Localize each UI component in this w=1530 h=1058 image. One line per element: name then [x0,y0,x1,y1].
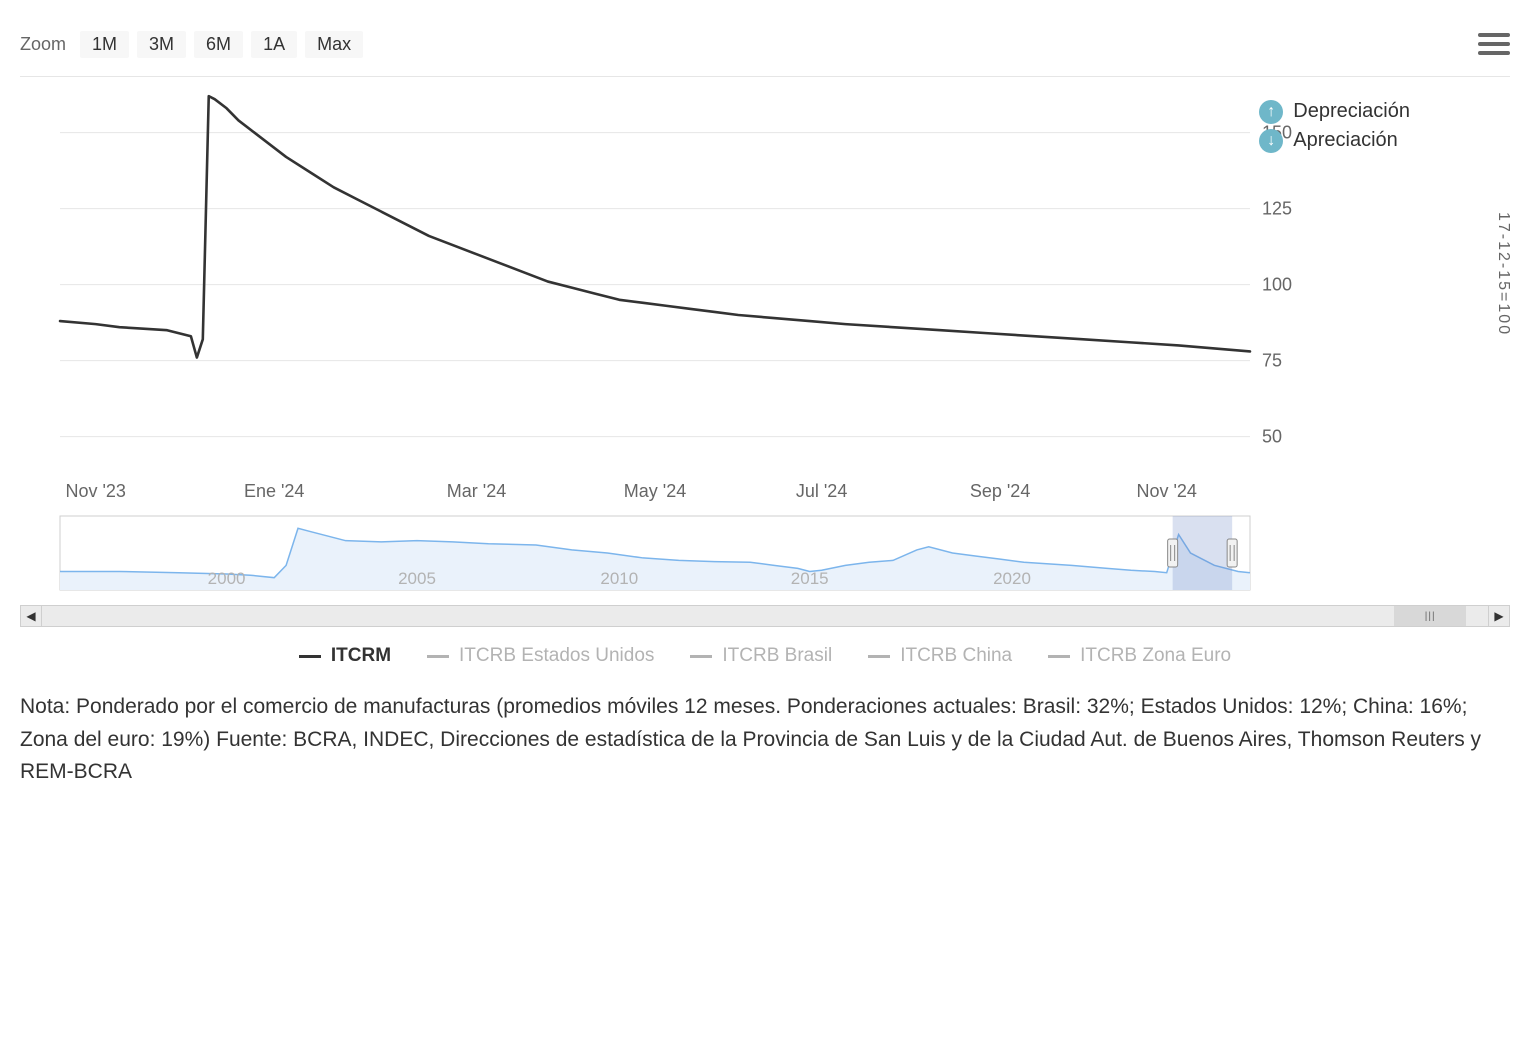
chart-menu-icon[interactable] [1478,30,1510,58]
zoom-6m-button[interactable]: 6M [194,31,243,58]
footnote-text: Nota: Ponderado por el comercio de manuf… [20,677,1510,789]
zoom-1a-button[interactable]: 1A [251,31,297,58]
arrow-up-icon: ↑ [1259,100,1283,124]
legend-item-label: ITCRM [331,645,391,667]
legend-swatch-icon [299,655,321,658]
navigator[interactable]: 2000 2005 2010 2015 2020 [20,512,1510,599]
zoom-3m-button[interactable]: 3M [137,31,186,58]
main-chart-svg[interactable]: 5075100125150Nov '23Ene '24Mar '24May '2… [20,77,1320,507]
svg-text:50: 50 [1262,427,1282,447]
navigator-scrollbar[interactable]: ◀ ||| ▶ [20,605,1510,627]
legend-swatch-icon [1048,655,1070,658]
svg-text:2000: 2000 [208,569,246,588]
chart-container: Zoom 1M 3M 6M 1A Max 5075100125150Nov '2… [20,20,1510,789]
legend-item-label: ITCRB China [900,645,1012,667]
appreciation-label: Apreciación [1293,126,1398,155]
svg-text:Nov '23: Nov '23 [65,481,125,501]
legend-item-label: ITCRB Brasil [722,645,832,667]
direction-legend: ↑ Depreciación ↓ Apreciación [1259,97,1410,155]
scroll-left-button[interactable]: ◀ [20,605,42,627]
arrow-down-icon: ↓ [1259,129,1283,153]
y-axis-title: 17-12-15=100 [1494,212,1512,336]
legend-item-0[interactable]: ITCRM [299,645,391,667]
zoom-max-button[interactable]: Max [305,31,363,58]
svg-text:2015: 2015 [791,569,829,588]
zoom-group: Zoom 1M 3M 6M 1A Max [20,31,363,58]
svg-text:Sep '24: Sep '24 [970,481,1031,501]
zoom-label: Zoom [20,34,66,55]
legend-swatch-icon [427,655,449,658]
svg-text:Jul '24: Jul '24 [796,481,847,501]
svg-text:2020: 2020 [993,569,1031,588]
svg-text:2005: 2005 [398,569,436,588]
legend-item-label: ITCRB Zona Euro [1080,645,1231,667]
svg-text:75: 75 [1262,351,1282,371]
depreciation-label: Depreciación [1293,97,1410,126]
svg-text:May '24: May '24 [624,481,686,501]
svg-text:100: 100 [1262,275,1292,295]
legend-item-1[interactable]: ITCRB Estados Unidos [427,645,654,667]
svg-text:Nov '24: Nov '24 [1136,481,1196,501]
svg-text:Ene '24: Ene '24 [244,481,305,501]
scroll-thumb[interactable]: ||| [1394,606,1466,626]
legend-item-3[interactable]: ITCRB China [868,645,1012,667]
svg-text:Mar '24: Mar '24 [447,481,506,501]
svg-text:2010: 2010 [600,569,638,588]
legend-swatch-icon [868,655,890,658]
scroll-right-button[interactable]: ▶ [1488,605,1510,627]
legend-item-2[interactable]: ITCRB Brasil [690,645,832,667]
series-legend: ITCRM ITCRB Estados Unidos ITCRB Brasil ITC… [20,627,1510,677]
legend-swatch-icon [690,655,712,658]
legend-item-label: ITCRB Estados Unidos [459,645,654,667]
toolbar: Zoom 1M 3M 6M 1A Max [20,20,1510,77]
svg-text:125: 125 [1262,199,1292,219]
legend-item-4[interactable]: ITCRB Zona Euro [1048,645,1231,667]
main-chart: 5075100125150Nov '23Ene '24Mar '24May '2… [20,77,1510,512]
zoom-1m-button[interactable]: 1M [80,31,129,58]
navigator-svg[interactable]: 2000 2005 2010 2015 2020 [20,512,1320,594]
scroll-track[interactable]: ||| [42,605,1488,627]
